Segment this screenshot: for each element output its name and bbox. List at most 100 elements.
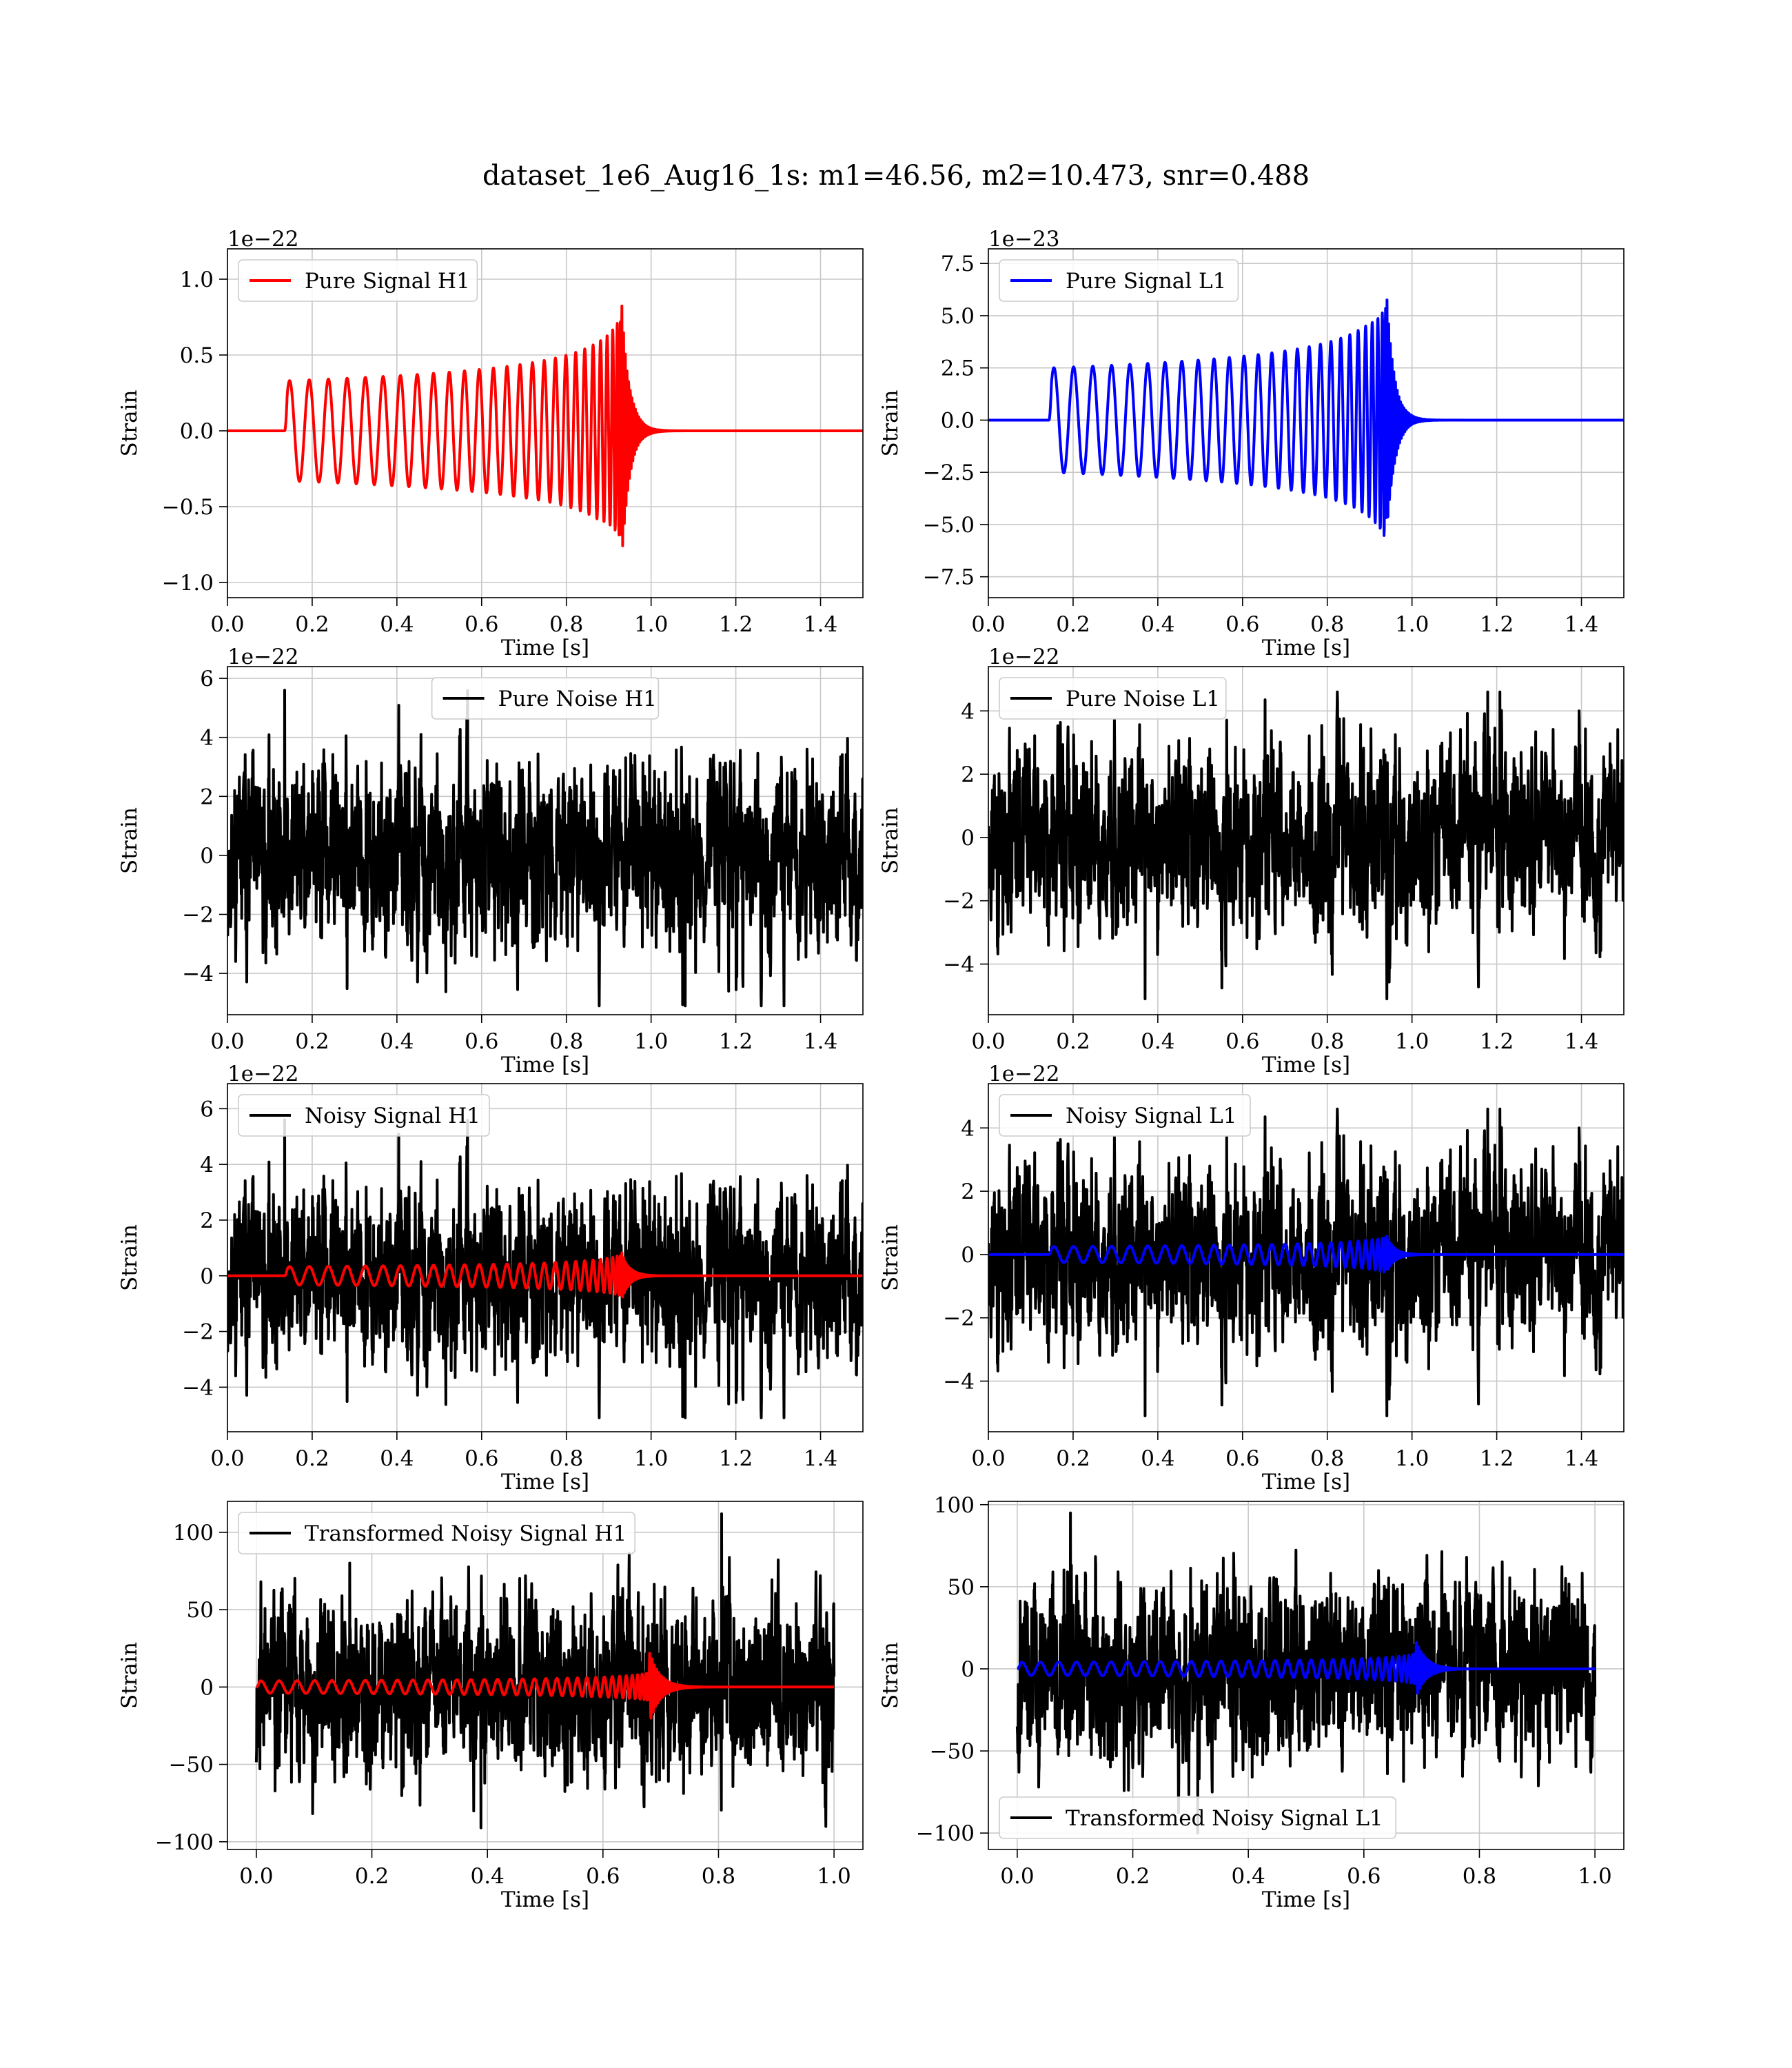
pure-noise-h1-panel: 0.0 0.2 0.4 0.6 0.8 1.0 1.2 1.4 −4 −2 0 2 4 6 Time [s]… [117, 645, 864, 1077]
y-offset-label: 1e−23 [988, 227, 1060, 252]
x-tick-label: 0.0 [210, 1029, 244, 1054]
series-line-transformed-noisy-signal-l1-overlay-1 [1016, 1641, 1596, 1695]
y-tick-label: 2 [961, 1179, 975, 1204]
x-tick-label: 0.4 [380, 612, 414, 637]
x-tick-label: 1.2 [719, 1029, 753, 1054]
y-tick-label: −50 [169, 1753, 214, 1778]
series-line-transformed-noisy-signal-h1-overlay-1 [255, 1652, 835, 1720]
x-tick-label: 0.0 [971, 1029, 1005, 1054]
y-tick-label: 1.0 [180, 267, 214, 292]
series-line-noisy-signal-l1-overlay-1 [988, 1235, 1624, 1274]
x-tick-label: 1.2 [719, 612, 753, 637]
legend: Pure Noise H1 [431, 677, 660, 720]
y-axis-label: Strain [117, 1642, 142, 1709]
x-tick-label: 0.2 [295, 1029, 329, 1054]
x-axis-label: Time [s] [1262, 636, 1350, 660]
x-tick-label: 0.8 [549, 1029, 583, 1054]
x-tick-label: 0.6 [1225, 1446, 1259, 1471]
x-tick-label: 1.4 [1565, 1446, 1598, 1471]
y-axis-label: Strain [117, 390, 142, 457]
noisy-signal-h1-panel: 0.0 0.2 0.4 0.6 0.8 1.0 1.2 1.4 −4 −2 0 2 4 6 Time [s]… [117, 1062, 864, 1494]
y-tick-label: −2 [182, 1320, 214, 1345]
y-tick-label: −100 [916, 1821, 975, 1846]
pure-noise-h1-frame [227, 666, 864, 1015]
series-line-noisy-signal-h1-overlay-1 [227, 1251, 863, 1299]
x-tick-label: 0.2 [295, 612, 329, 637]
x-tick-label: 0.8 [549, 1446, 583, 1471]
y-tick-label: −100 [155, 1830, 214, 1855]
transformed-noisy-signal-l1-plot-area [1015, 1511, 1597, 1835]
x-tick-label: 1.0 [817, 1864, 851, 1889]
y-tick-label: −4 [182, 1375, 214, 1400]
x-tick-label: 0.8 [702, 1864, 735, 1889]
legend-box [999, 1796, 1397, 1839]
y-tick-label: −4 [182, 962, 214, 986]
series-line-transformed-noisy-signal-h1 [254, 1512, 836, 1829]
x-tick-label: 1.0 [634, 612, 668, 637]
x-tick-label: 0.4 [380, 1446, 414, 1471]
y-tick-label: −2 [182, 902, 214, 927]
pure-signal-l1-frame [988, 248, 1625, 598]
x-tick-label: 1.4 [804, 1446, 837, 1471]
x-axis-label: Time [s] [501, 636, 589, 660]
x-tick-label: 0.4 [1232, 1864, 1265, 1889]
x-tick-label: 0.6 [1225, 612, 1259, 637]
x-tick-label: 0.4 [380, 1029, 414, 1054]
y-tick-label: −1.0 [162, 571, 214, 596]
y-tick-label: 0.0 [941, 408, 975, 433]
x-tick-label: 0.6 [465, 612, 498, 637]
series-line-pure-noise-h1 [227, 689, 863, 1008]
legend-box [238, 1512, 636, 1554]
x-axis-label: Time [s] [501, 1053, 589, 1077]
x-tick-label: 1.0 [1395, 1029, 1429, 1054]
y-tick-label: 50 [948, 1575, 975, 1600]
x-tick-label: 0.6 [586, 1864, 620, 1889]
transformed-noisy-signal-l1-panel: 0.0 0.2 0.4 0.6 0.8 1.0 −100 −50 0 50 100 Time [s] S… [878, 1493, 1625, 1912]
x-tick-label: 0.0 [210, 1446, 244, 1471]
x-tick-label: 0.0 [239, 1864, 273, 1889]
y-offset-label: 1e−22 [227, 645, 299, 669]
noisy-signal-l1-plot-area [988, 1107, 1624, 1417]
legend-label: Transformed Noisy Signal L1 [1066, 1806, 1383, 1831]
y-tick-label: −50 [930, 1739, 975, 1764]
series-line-noisy-signal-h1 [227, 1118, 863, 1419]
y-tick-label: 2 [200, 784, 214, 809]
pure-signal-l1-panel: 0.0 0.2 0.4 0.6 0.8 1.0 1.2 1.4 −7.5 −5.0 −2.5 0.0 2… [878, 227, 1625, 660]
x-tick-label: 1.4 [804, 1029, 837, 1054]
legend-box [238, 1094, 490, 1137]
x-tick-label: 0.0 [971, 612, 1005, 637]
y-tick-label: 2.5 [941, 356, 975, 381]
x-tick-label: 0.4 [1141, 1029, 1174, 1054]
x-tick-label: 0.8 [1463, 1864, 1496, 1889]
y-tick-label: 0 [961, 826, 975, 851]
x-tick-label: 1.4 [1565, 612, 1598, 637]
legend-label: Noisy Signal L1 [1066, 1104, 1237, 1128]
panels: 0.0 0.2 0.4 0.6 0.8 1.0 1.2 1.4 −1.0 −0.5 0.0 0.5 1.… [117, 227, 1625, 1912]
x-tick-label: 0.8 [1310, 1029, 1344, 1054]
y-tick-label: 4 [961, 1116, 975, 1141]
legend-box [999, 259, 1239, 302]
x-tick-label: 0.8 [1310, 612, 1344, 637]
x-axis-label: Time [s] [1262, 1470, 1350, 1494]
x-tick-label: 0.0 [1000, 1864, 1034, 1889]
x-tick-label: 0.2 [295, 1446, 329, 1471]
y-tick-label: 0 [200, 844, 214, 869]
x-tick-label: 0.0 [210, 612, 244, 637]
y-tick-label: −4 [943, 953, 975, 977]
noisy-signal-h1-frame [227, 1083, 864, 1432]
x-tick-label: 0.8 [549, 612, 583, 637]
y-offset-label: 1e−22 [988, 1062, 1060, 1086]
pure-signal-l1-plot-area [988, 298, 1624, 537]
x-tick-label: 0.2 [1056, 612, 1090, 637]
series-line-pure-signal-h1 [227, 304, 863, 547]
noisy-signal-h1-plot-area [227, 1118, 863, 1419]
x-tick-label: 0.8 [1310, 1446, 1344, 1471]
x-tick-label: 0.6 [465, 1446, 498, 1471]
legend: Transformed Noisy Signal H1 [238, 1512, 636, 1554]
x-tick-label: 1.2 [719, 1446, 753, 1471]
x-tick-label: 0.2 [355, 1864, 389, 1889]
x-tick-label: 1.0 [1578, 1864, 1611, 1889]
series-line-pure-signal-l1 [988, 298, 1624, 537]
